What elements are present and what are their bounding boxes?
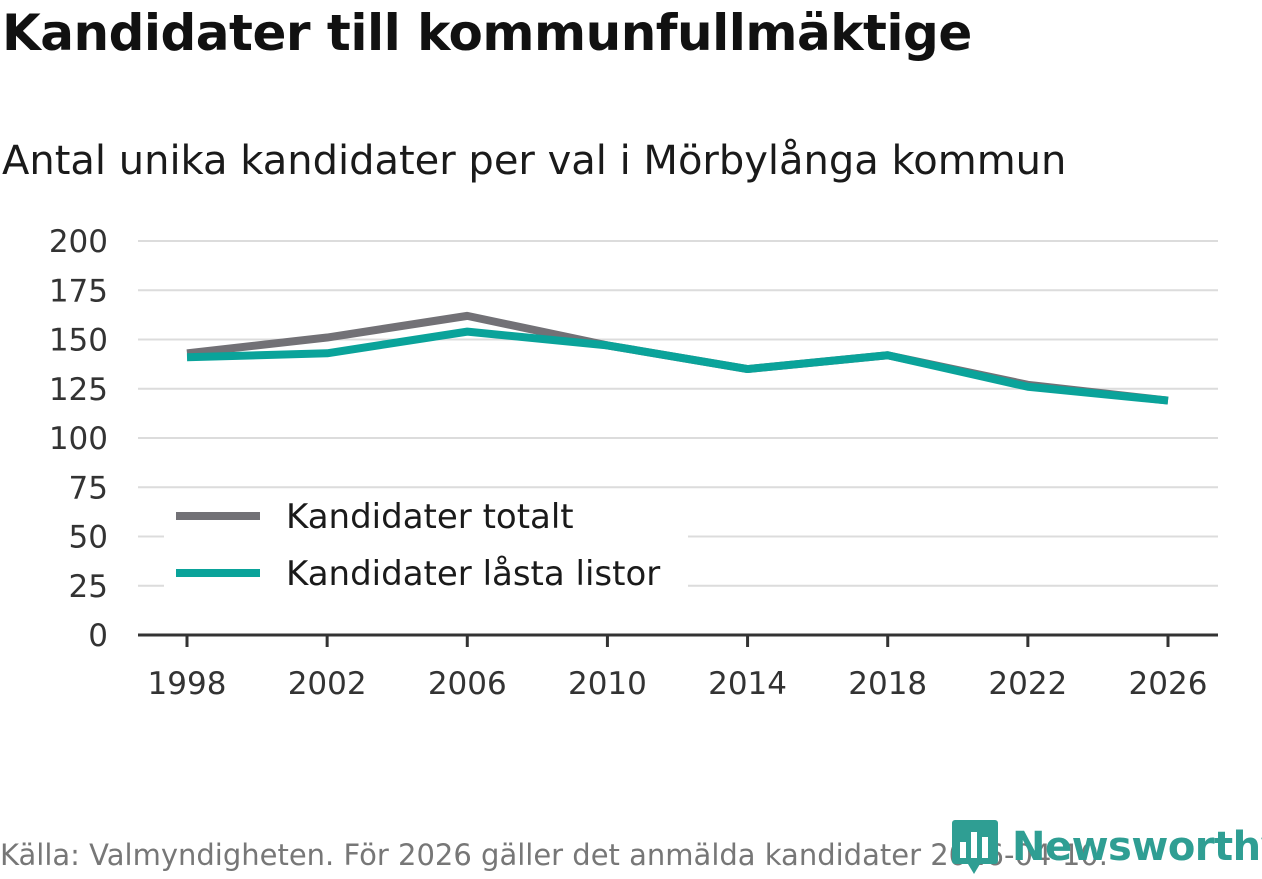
y-tick-label: 200 bbox=[49, 224, 108, 260]
x-axis bbox=[138, 633, 1218, 647]
x-tick-label: 1998 bbox=[148, 666, 227, 702]
series-lines bbox=[186, 311, 1169, 405]
brand-name: Newsworthy bbox=[1012, 824, 1262, 870]
y-tick-label: 100 bbox=[49, 421, 108, 457]
newsworthy-logo: Newsworthy bbox=[950, 818, 1262, 876]
y-tick-label: 50 bbox=[69, 520, 108, 556]
x-tick-label: 2022 bbox=[988, 666, 1067, 702]
legend: Kandidater totalt Kandidater låsta listor bbox=[164, 489, 688, 594]
x-tick-label: 2014 bbox=[708, 666, 787, 702]
y-tick-label: 25 bbox=[69, 569, 108, 605]
legend-label: Kandidater totalt bbox=[286, 497, 574, 537]
y-tick-label: 175 bbox=[49, 273, 108, 309]
x-tick-label: 2006 bbox=[428, 666, 507, 702]
y-tick-label: 75 bbox=[69, 470, 108, 506]
x-tick-label: 2026 bbox=[1129, 666, 1208, 702]
x-tick-label: 2018 bbox=[848, 666, 927, 702]
x-tick-label: 2002 bbox=[288, 666, 367, 702]
series-line-1 bbox=[186, 327, 1169, 405]
y-tick-label: 0 bbox=[88, 618, 108, 654]
y-axis-ticks: 0 25 50 75 100 125 150 175 200 bbox=[49, 224, 108, 654]
chart-subtitle: Antal unika kandidater per val i Mörbylå… bbox=[2, 138, 1067, 184]
y-tick-label: 125 bbox=[49, 372, 108, 408]
y-tick-label: 150 bbox=[49, 323, 108, 359]
legend-label: Kandidater låsta listor bbox=[286, 554, 660, 594]
bar-chart-logo-icon bbox=[952, 820, 998, 874]
source-note: Källa: Valmyndigheten. För 2026 gäller d… bbox=[0, 838, 1108, 872]
chart-title: Kandidater till kommunfullmäktige bbox=[2, 4, 972, 62]
x-axis-ticks: 1998 2002 2006 2010 2014 2018 2022 2026 bbox=[148, 666, 1208, 702]
x-tick-label: 2010 bbox=[568, 666, 647, 702]
